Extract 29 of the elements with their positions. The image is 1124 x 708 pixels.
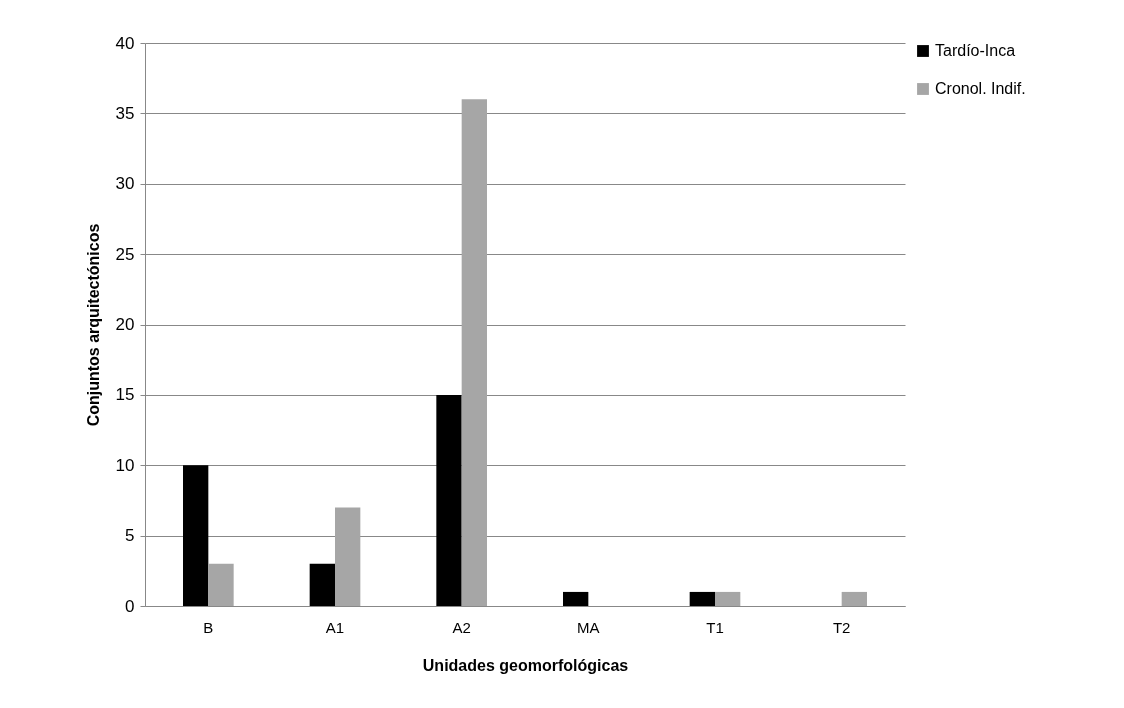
x-tick-label: T1 [706,618,724,636]
y-tick-label: 15 [115,385,135,405]
y-tick-label: 40 [115,33,135,53]
y-tick-label: 30 [115,174,135,194]
bar [563,591,589,606]
bar [183,465,209,606]
x-tick-label: MA [577,618,600,636]
x-axis-title: Unidades geomorfológicas [422,656,629,674]
y-tick-label: 35 [115,103,135,123]
y-axis-title: Conjuntos arquitectónicos [84,223,102,427]
bar [309,563,335,606]
x-tick-label: T2 [832,618,851,636]
bar [841,591,867,606]
bar [461,99,487,606]
x-tick-label: A1 [325,618,345,636]
bar [715,591,741,606]
x-tick-label: A2 [452,618,471,636]
y-tick-label: 10 [115,455,135,475]
y-tick-label: 20 [115,315,135,334]
bar [208,563,234,606]
y-tick-label: 25 [115,244,135,264]
bar [335,507,361,606]
bar [436,394,462,606]
legend-label: Cronol. Indif. [935,80,1026,97]
bar [689,591,715,606]
y-tick-label: 5 [125,526,135,546]
legend-label: Tardío-Inca [935,42,1016,59]
x-tick-label: B [203,618,214,636]
y-tick-label: 0 [125,596,135,616]
